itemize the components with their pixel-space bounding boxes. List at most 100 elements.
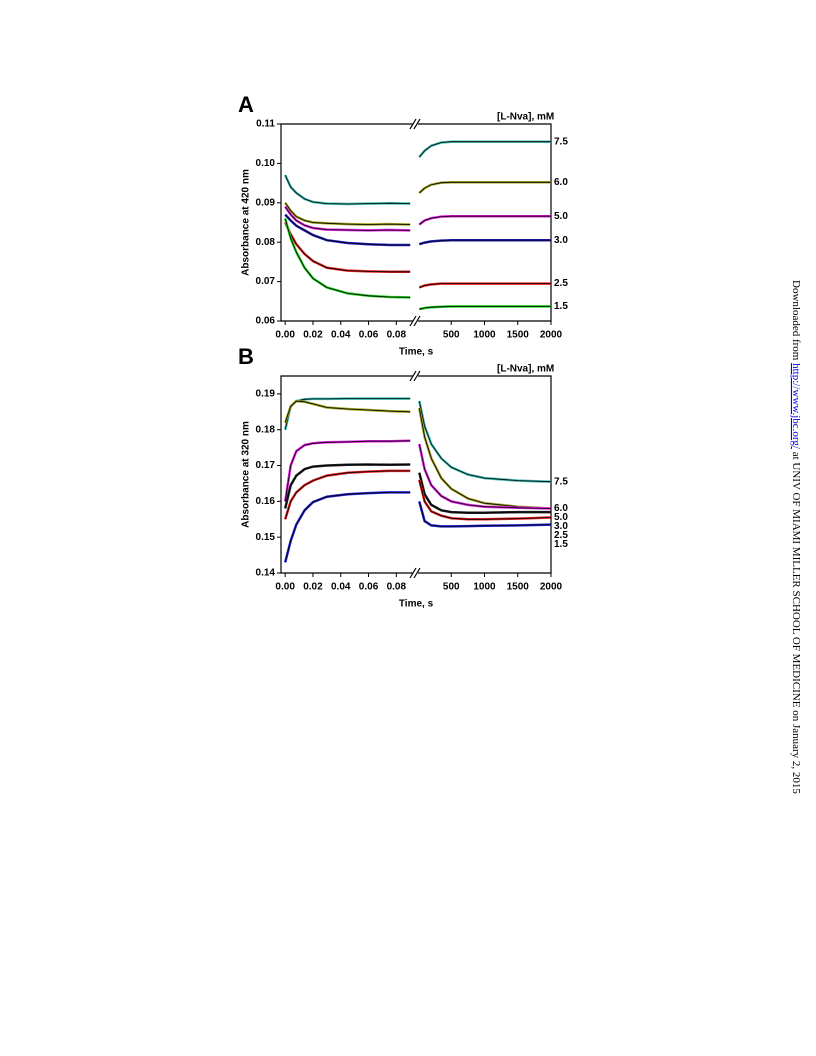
- data-line: [284, 205, 411, 232]
- axis-break: [413, 567, 421, 579]
- series-label: 6.0: [554, 503, 568, 514]
- fit-line: [418, 408, 552, 509]
- data-line: [283, 491, 411, 563]
- x-tick-label: 500: [443, 582, 460, 593]
- y-tick-label: 0.17: [256, 460, 276, 471]
- y-tick-label: 0.14: [256, 568, 276, 579]
- data-line: [284, 202, 411, 226]
- axis-frame: [418, 375, 552, 574]
- fit-line: [418, 501, 552, 527]
- fit-line: [284, 400, 411, 423]
- fit-line: [284, 492, 411, 563]
- fit-line: [284, 202, 411, 225]
- data-line: [418, 140, 551, 158]
- fit-line: [284, 175, 411, 205]
- panel-label: B: [238, 344, 254, 369]
- data-line: [418, 282, 551, 289]
- series-label: 5.0: [554, 211, 568, 222]
- data-line: [418, 400, 552, 483]
- series-label: 1.5: [554, 539, 568, 550]
- axis-frame: [418, 123, 552, 322]
- x-tick-label: 0.00: [275, 330, 295, 341]
- y-axis-label: Absorbance at 420 nm: [241, 169, 252, 276]
- x-tick-label: 1500: [507, 582, 530, 593]
- x-tick-label: 0.06: [359, 582, 379, 593]
- axis-break: [409, 567, 417, 579]
- fit-line: [419, 181, 551, 194]
- data-line: [418, 181, 551, 194]
- fit-line: [419, 215, 551, 225]
- y-tick-label: 0.18: [256, 424, 276, 435]
- x-tick-label: 2000: [540, 582, 563, 593]
- x-tick-label: 0.06: [359, 330, 379, 341]
- series-label: 2.5: [554, 530, 568, 541]
- x-tick-label: 0.02: [303, 582, 323, 593]
- axis-frame: [280, 123, 413, 322]
- x-tick-label: 0.04: [331, 330, 351, 341]
- y-tick-label: 0.19: [256, 389, 276, 400]
- x-tick-label: 2000: [540, 330, 563, 341]
- series-label: 1.5: [554, 301, 568, 312]
- x-tick-label: 0.02: [303, 330, 323, 341]
- watermark-suffix: at UNIV OF MIAMI MILLER SCHOOL OF MEDICI…: [790, 449, 802, 794]
- watermark-prefix: Downloaded from: [790, 280, 802, 363]
- y-tick-label: 0.06: [256, 316, 276, 327]
- axis-break: [409, 315, 417, 327]
- fit-line: [419, 283, 551, 288]
- fit-line: [418, 479, 552, 520]
- y-tick-label: 0.16: [256, 496, 276, 507]
- fit-line: [284, 218, 411, 298]
- axis-break: [409, 370, 417, 382]
- data-line: [284, 174, 411, 206]
- fit-line: [284, 440, 411, 502]
- fit-line: [418, 472, 551, 514]
- x-tick-label: 1000: [473, 330, 496, 341]
- fit-line: [284, 206, 411, 231]
- y-tick-label: 0.09: [256, 197, 276, 208]
- fit-line: [418, 401, 552, 483]
- y-tick-label: 0.08: [256, 237, 276, 248]
- axis-frame: [280, 375, 413, 574]
- fit-line: [418, 444, 552, 509]
- legend-title: [L-Nva], mM: [497, 364, 554, 375]
- x-tick-label: 1000: [473, 582, 496, 593]
- x-tick-label: 1500: [507, 330, 530, 341]
- series-label: 7.5: [554, 476, 568, 487]
- panel-label: A: [238, 92, 254, 117]
- series-label: 6.0: [554, 177, 568, 188]
- watermark-link[interactable]: http://www.jbc.org/: [790, 363, 802, 450]
- axis-break: [413, 315, 421, 327]
- y-axis-label: Absorbance at 320 nm: [241, 421, 252, 528]
- y-tick-label: 0.10: [256, 158, 276, 169]
- y-tick-label: 0.15: [256, 532, 276, 543]
- x-tick-label: 0.08: [387, 582, 407, 593]
- fit-line: [284, 464, 411, 509]
- data-line: [418, 214, 551, 226]
- fit-line: [419, 239, 551, 245]
- fit-line: [419, 306, 551, 310]
- y-tick-label: 0.07: [256, 276, 276, 287]
- watermark: Downloaded from http://www.jbc.org/ at U…: [790, 280, 802, 794]
- series-label: 2.5: [554, 278, 568, 289]
- data-line: [283, 397, 411, 430]
- series-label: 3.0: [554, 521, 568, 532]
- fit-line: [284, 398, 411, 430]
- series-label: 3.0: [554, 235, 568, 246]
- legend-title: [L-Nva], mM: [497, 112, 554, 123]
- axis-break: [413, 118, 421, 130]
- fit-line: [284, 222, 411, 273]
- y-tick-label: 0.11: [256, 119, 275, 130]
- x-tick-label: 0.00: [275, 582, 295, 593]
- x-axis-label: Time, s: [399, 599, 434, 610]
- x-tick-label: 500: [443, 330, 460, 341]
- x-axis-label: Time, s: [399, 347, 434, 358]
- fit-line: [284, 470, 411, 520]
- data-line: [284, 399, 411, 424]
- fit-line: [418, 141, 551, 158]
- axis-break: [413, 370, 421, 382]
- series-label: 5.0: [554, 512, 568, 523]
- fit-line: [284, 214, 411, 246]
- series-label: 7.5: [554, 136, 568, 147]
- x-tick-label: 0.04: [331, 582, 351, 593]
